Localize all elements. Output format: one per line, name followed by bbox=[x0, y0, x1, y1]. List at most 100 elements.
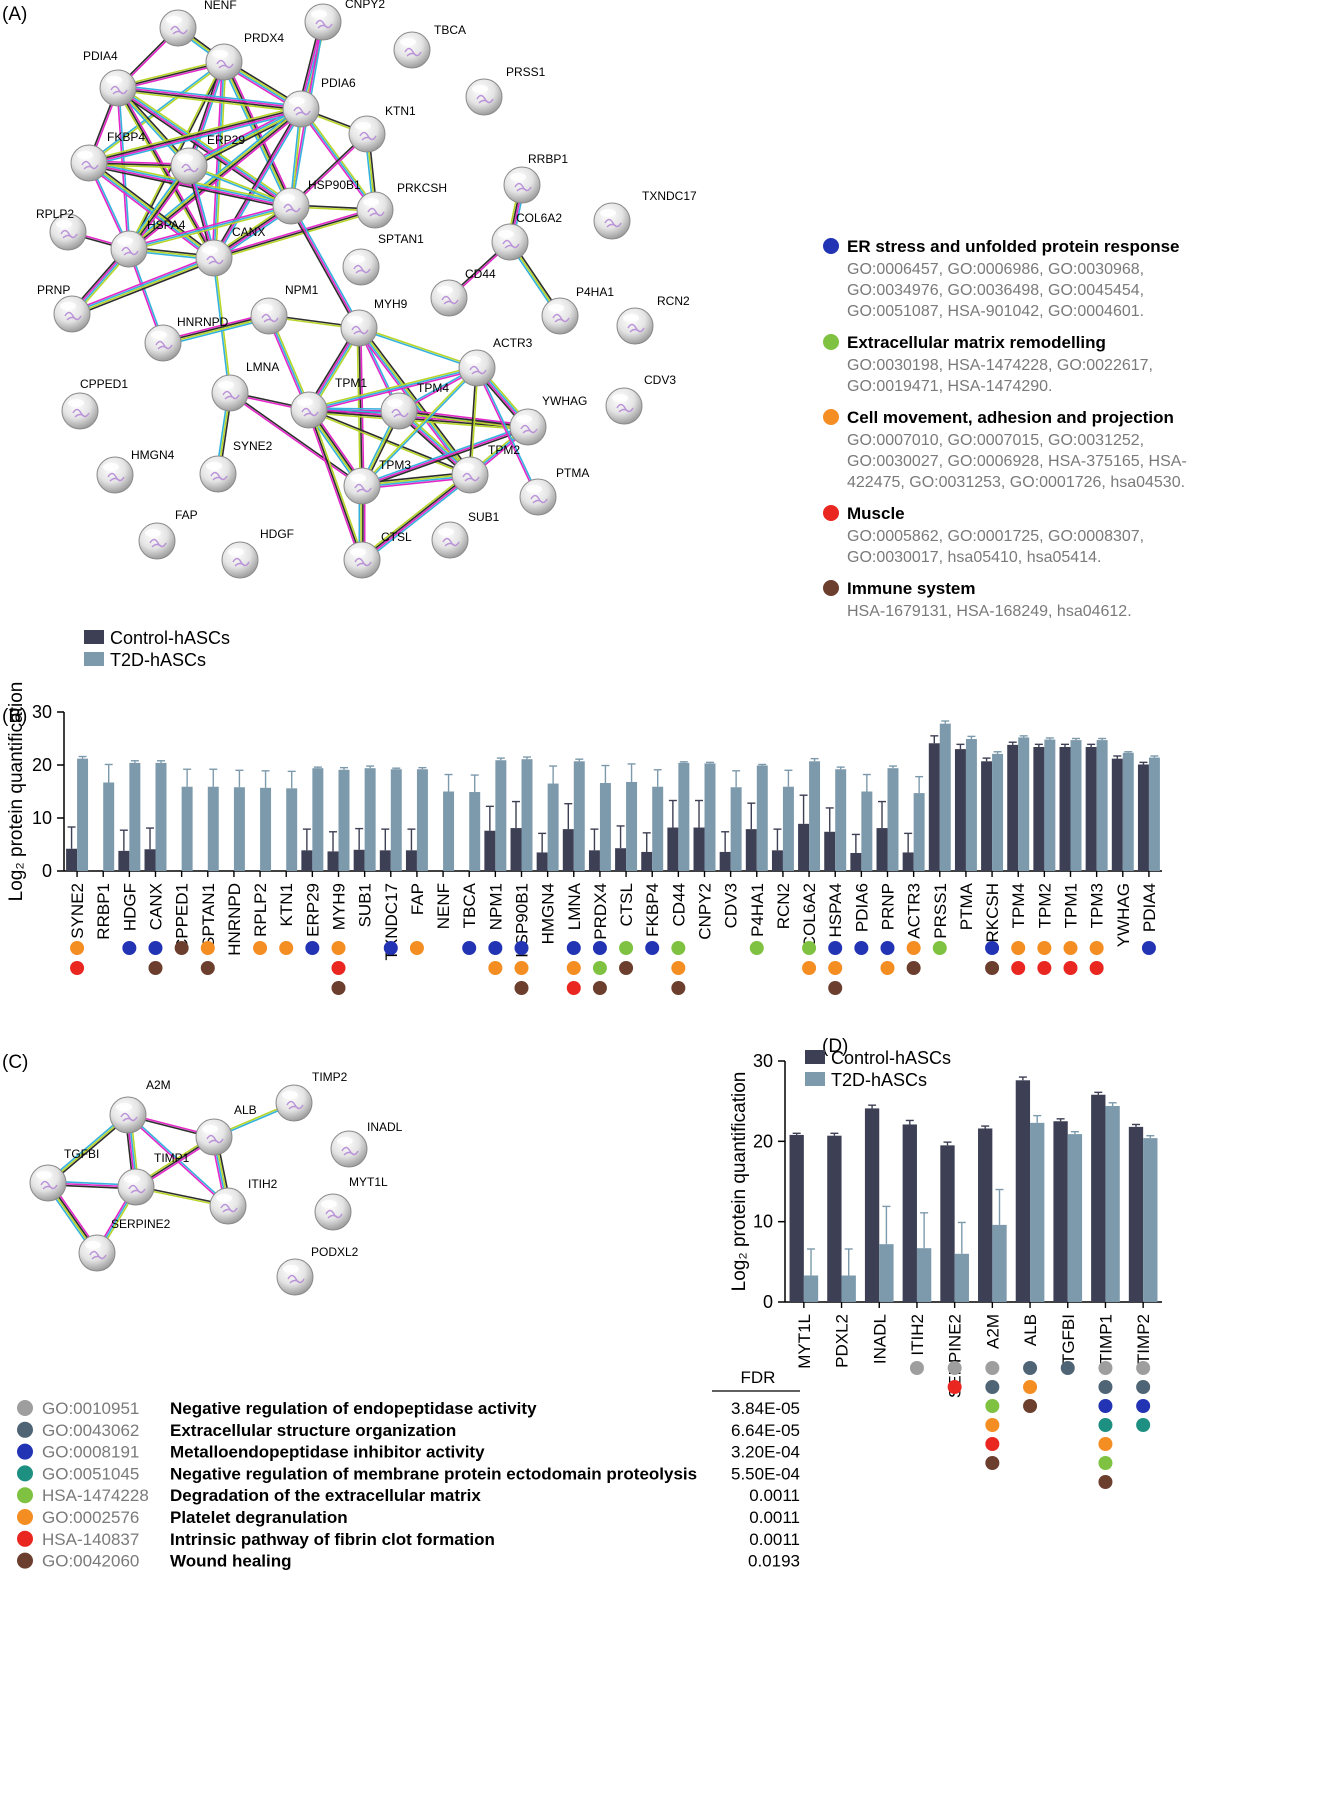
bar-t2d bbox=[879, 1244, 894, 1302]
network-node: RRBP1 bbox=[503, 152, 568, 204]
x-tick-label: TXNDC17 bbox=[382, 883, 401, 960]
node-label: CDV3 bbox=[644, 373, 676, 387]
bar-control bbox=[693, 827, 705, 871]
annotation-dot bbox=[566, 941, 581, 955]
annotation-dot bbox=[592, 941, 607, 955]
annotation-dot bbox=[148, 961, 163, 975]
table-row-term: Degradation of the extracellular matrix bbox=[170, 1486, 481, 1505]
annotation-dot bbox=[671, 941, 686, 955]
x-tick-label: SPTAN1 bbox=[199, 883, 218, 948]
node-highlight bbox=[36, 1171, 52, 1179]
legend-ids: GO:0005862, GO:0001725, GO:0008307, bbox=[847, 528, 1144, 545]
legend-ids: GO:0030027, GO:0006928, HSA-375165, HSA- bbox=[847, 453, 1187, 470]
node-highlight bbox=[206, 462, 222, 470]
node-highlight bbox=[498, 230, 514, 238]
annotation-dot bbox=[1023, 1361, 1038, 1375]
table-row-fdr: 3.84E-05 bbox=[731, 1399, 800, 1418]
table-row-id: GO:0002576 bbox=[42, 1508, 139, 1527]
annotation-dot bbox=[462, 941, 477, 955]
bar-control bbox=[379, 850, 391, 871]
y-tick-label: 10 bbox=[753, 1212, 773, 1232]
network-node: PDIA6 bbox=[282, 76, 356, 128]
x-tick-label: TIMP1 bbox=[1096, 1314, 1115, 1364]
panel-label-c: (C) bbox=[2, 1052, 28, 1073]
annotation-dot bbox=[985, 1456, 1000, 1470]
network-node: TPM4 bbox=[380, 381, 449, 430]
legend-swatch bbox=[84, 630, 104, 644]
bar-t2d bbox=[495, 760, 507, 871]
network-a: NENF CNPY2 TBCA PRDX4 PDIA4 PRSS1 PDIA6 KTN1 FKB… bbox=[36, 0, 697, 579]
network-edge bbox=[86, 160, 217, 261]
annotation-dot bbox=[566, 981, 581, 995]
network-edge-line bbox=[288, 206, 359, 330]
table-row-id: GO:0008191 bbox=[42, 1443, 139, 1462]
bar-control bbox=[940, 1145, 955, 1302]
bar-control bbox=[954, 749, 966, 871]
network-node: HMGN4 bbox=[96, 448, 175, 494]
legend-title: Extracellular matrix remodelling bbox=[847, 333, 1106, 352]
bar-control bbox=[789, 1134, 804, 1302]
node-label: A2M bbox=[146, 1078, 171, 1092]
annotation-dot bbox=[409, 941, 424, 955]
annotation-dot bbox=[906, 961, 921, 975]
legend-ids: GO:0007010, GO:0007015, GO:0031252, bbox=[847, 432, 1144, 449]
x-tick-label: HSP90B1 bbox=[513, 883, 532, 958]
network-edge-line bbox=[230, 391, 363, 486]
table-row-dot bbox=[17, 1509, 33, 1525]
network-edge-line bbox=[89, 109, 302, 165]
x-tick-label: NPM1 bbox=[486, 883, 505, 930]
legend-ids: GO:0019471, HSA-1474290. bbox=[847, 378, 1052, 395]
table-row-term: Negative regulation of endopeptidase act… bbox=[170, 1399, 537, 1418]
table-row: GO:0010951 Negative regulation of endopep… bbox=[17, 1399, 800, 1418]
bar-control bbox=[588, 850, 600, 871]
legend-label: T2D-hASCs bbox=[110, 650, 206, 670]
node-highlight bbox=[56, 220, 72, 228]
table-row-id: GO:0043062 bbox=[42, 1421, 139, 1440]
x-tick-label: ACTR3 bbox=[905, 883, 924, 939]
y-axis-label: Log₂ protein quantification bbox=[729, 1072, 750, 1292]
bar-t2d bbox=[652, 786, 664, 871]
node-highlight bbox=[516, 415, 532, 423]
node-label: PDIA6 bbox=[321, 76, 356, 90]
networkC-nodes: A2M TIMP2 ALB INADL TGFBI TIMP1 ITIH2 MYT1L SERP… bbox=[29, 1070, 403, 1296]
node-structure-icon bbox=[110, 85, 128, 95]
x-tick-label: KTN1 bbox=[277, 883, 296, 926]
bar-t2d bbox=[1122, 752, 1134, 871]
x-tick-label: PDIA4 bbox=[1140, 883, 1159, 932]
bar-control bbox=[667, 827, 679, 871]
node-highlight bbox=[623, 314, 639, 322]
annotation-dot bbox=[985, 1418, 1000, 1432]
legend-ids: 422475, GO:0031253, GO:0001726, hsa04530… bbox=[847, 474, 1185, 491]
table-row-dot bbox=[17, 1530, 33, 1547]
x-tick-label: SYNE2 bbox=[68, 883, 87, 939]
annotation-dot bbox=[1089, 941, 1104, 955]
network-edge-line bbox=[477, 367, 540, 497]
bar-t2d bbox=[233, 787, 245, 871]
node-highlight bbox=[600, 209, 616, 217]
network-edge-line bbox=[362, 368, 479, 488]
bar-control bbox=[144, 849, 156, 871]
x-tick-label: MYT1L bbox=[795, 1314, 814, 1369]
node-highlight bbox=[612, 394, 628, 402]
bar-t2d bbox=[443, 791, 455, 871]
network-edge-line bbox=[306, 410, 362, 561]
node-structure-icon bbox=[353, 264, 371, 274]
x-tick-label: PDIA6 bbox=[852, 883, 871, 932]
bar-t2d bbox=[809, 761, 821, 871]
node-highlight bbox=[458, 463, 474, 471]
annotation-dot bbox=[854, 941, 869, 955]
node-highlight bbox=[116, 1103, 132, 1111]
annotation-dot bbox=[331, 961, 346, 975]
annotation-dot bbox=[488, 961, 503, 975]
node-structure-icon bbox=[469, 365, 487, 375]
annotation-dot bbox=[383, 941, 398, 955]
node-label: YWHAG bbox=[542, 394, 587, 408]
node-highlight bbox=[257, 304, 273, 312]
network-edge-line bbox=[86, 164, 213, 261]
node-structure-icon bbox=[60, 229, 78, 239]
network-node: ITIH2 bbox=[209, 1177, 278, 1225]
legend-dot bbox=[823, 334, 839, 350]
node-structure-icon bbox=[476, 94, 494, 104]
node-label: TGFBI bbox=[64, 1147, 99, 1161]
network-edge bbox=[213, 207, 376, 261]
